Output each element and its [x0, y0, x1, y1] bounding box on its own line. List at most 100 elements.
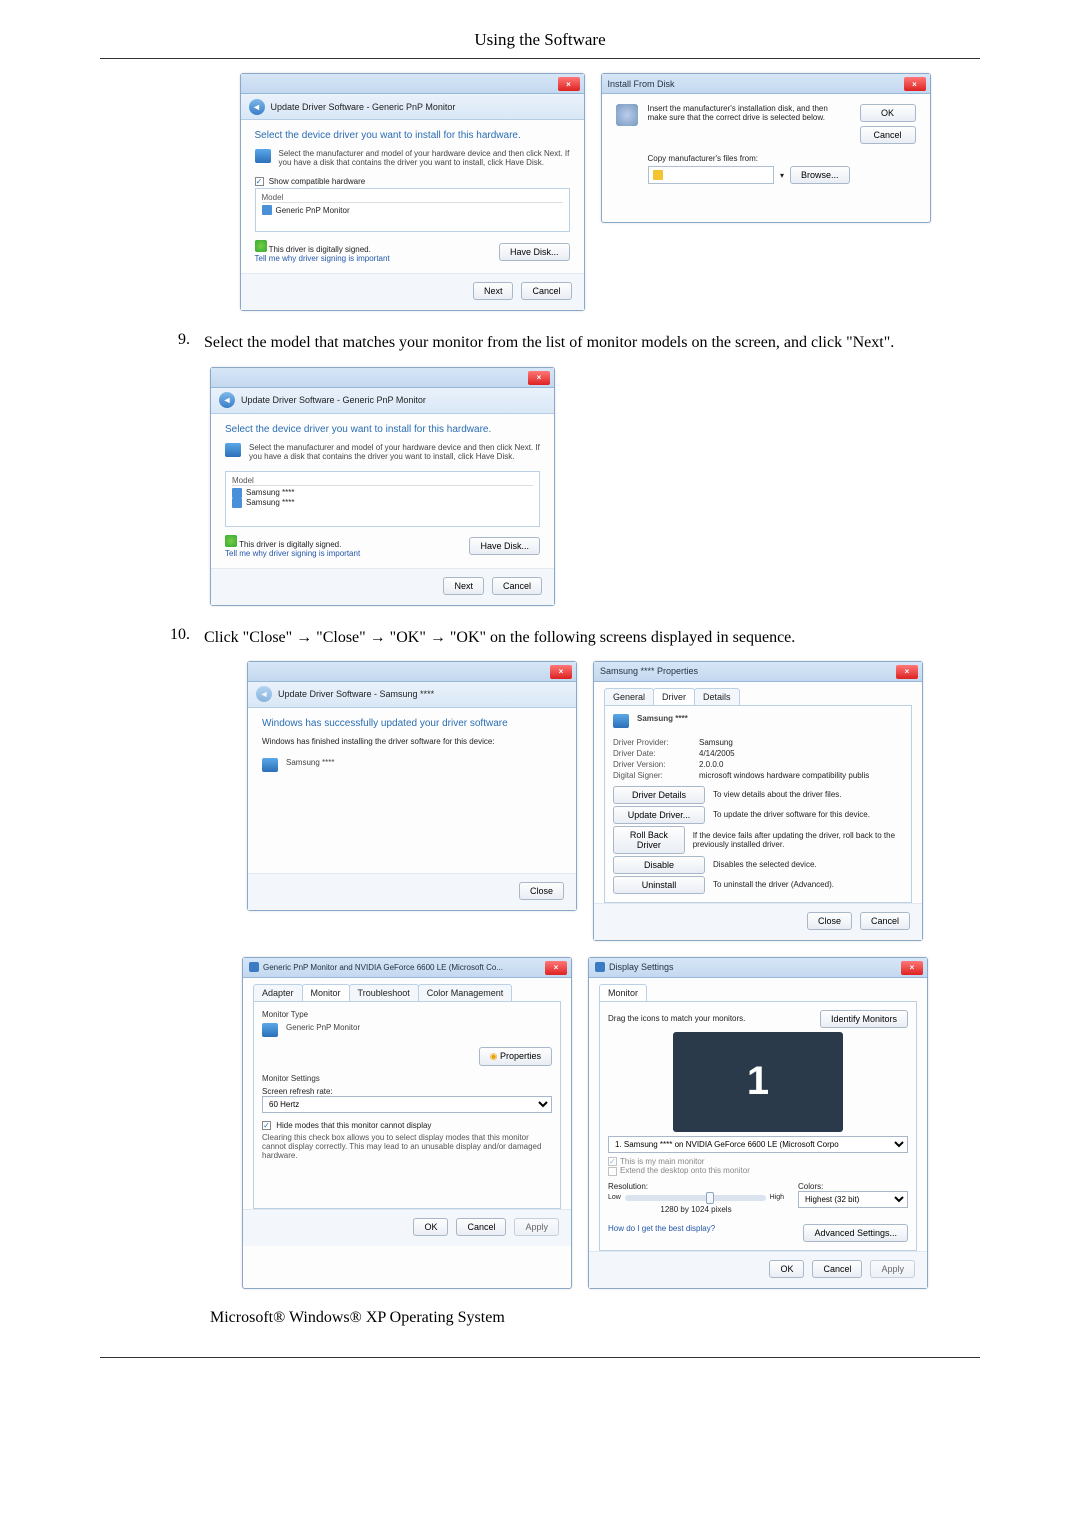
close-button[interactable]: Close [807, 912, 852, 930]
browse-button[interactable]: Browse... [790, 166, 850, 184]
wizard2-titlebar [211, 368, 554, 388]
ok-button[interactable]: OK [413, 1218, 448, 1236]
drag-icons-text: Drag the icons to match your monitors. [608, 1014, 745, 1023]
disable-button[interactable]: Disable [613, 856, 705, 874]
step-9: 9. Select the model that matches your mo… [160, 331, 980, 354]
advanced-settings-button[interactable]: Advanced Settings... [803, 1224, 908, 1242]
tab-monitor[interactable]: Monitor [302, 984, 350, 1001]
have-disk-button[interactable]: Have Disk... [469, 537, 540, 555]
apply-button: Apply [514, 1218, 559, 1236]
best-display-link[interactable]: How do I get the best display? [608, 1224, 715, 1242]
close-icon[interactable]: × [896, 665, 918, 679]
roll-back-driver-button[interactable]: Roll Back Driver [613, 826, 685, 854]
adapter-monitor-properties: Generic PnP Monitor and NVIDIA GeForce 6… [242, 957, 572, 1289]
tab-general[interactable]: General [604, 688, 654, 705]
close-icon[interactable]: × [904, 77, 926, 91]
resolution-slider[interactable] [625, 1195, 766, 1201]
monitor-type-value: Generic PnP Monitor [286, 1023, 360, 1037]
update-driver-button[interactable]: Update Driver... [613, 806, 705, 824]
back-icon[interactable]: ◄ [219, 392, 235, 408]
signed-text: This driver is digitally signed. [269, 245, 371, 254]
wizard1-heading: Select the device driver you want to ins… [255, 130, 570, 141]
install-from-disk-dialog: Install From Disk × Insert the manufactu… [601, 73, 931, 223]
step-9-text: Select the model that matches your monit… [204, 331, 980, 354]
tab-troubleshoot[interactable]: Troubleshoot [349, 984, 419, 1001]
tab-color-management[interactable]: Color Management [418, 984, 513, 1001]
monprops-titlebar: Generic PnP Monitor and NVIDIA GeForce 6… [243, 958, 571, 978]
copy-from-input[interactable] [648, 166, 774, 184]
figure-row-2: × ◄ Update Driver Software - Generic PnP… [210, 367, 980, 606]
hide-modes-row[interactable]: Hide modes that this monitor cannot disp… [262, 1121, 552, 1130]
btn-desc: To update the driver software for this d… [713, 810, 870, 819]
kv-v: 4/14/2005 [699, 749, 735, 758]
props-titlebar: Samsung **** Properties [594, 662, 922, 682]
identify-monitors-button[interactable]: Identify Monitors [820, 1010, 908, 1028]
btn-desc: If the device fails after updating the d… [693, 831, 903, 849]
close-icon[interactable]: × [901, 961, 923, 975]
cancel-button[interactable]: Cancel [860, 912, 910, 930]
cancel-button[interactable]: Cancel [521, 282, 571, 300]
checkbox-icon[interactable] [262, 1121, 271, 1130]
close-icon[interactable]: × [550, 665, 572, 679]
done-nav: ◄ Update Driver Software - Samsung **** [248, 682, 576, 708]
next-button[interactable]: Next [443, 577, 484, 595]
monitor-driver-properties: Samsung **** Properties × General Driver… [593, 661, 923, 941]
ok-button[interactable]: OK [860, 104, 916, 122]
update-done-window: × ◄ Update Driver Software - Samsung ***… [247, 661, 577, 911]
close-icon[interactable]: × [558, 77, 580, 91]
monitor-icon [613, 714, 629, 728]
driver-details-button[interactable]: Driver Details [613, 786, 705, 804]
colors-select[interactable]: Highest (32 bit) [798, 1191, 908, 1208]
monitor-type-label: Monitor Type [262, 1010, 552, 1019]
props-tabs: General Driver Details [604, 688, 912, 706]
cancel-button[interactable]: Cancel [492, 577, 542, 595]
tab-driver[interactable]: Driver [653, 688, 695, 705]
chevron-down-icon[interactable]: ▾ [780, 171, 784, 180]
why-signing-link[interactable]: Tell me why driver signing is important [255, 254, 390, 263]
monprops-title: Generic PnP Monitor and NVIDIA GeForce 6… [263, 963, 503, 972]
wizard1-footer: Next Cancel [241, 273, 584, 310]
kv-k: Digital Signer: [613, 771, 699, 780]
tab-details[interactable]: Details [694, 688, 740, 705]
hide-modes-desc: Clearing this check box allows you to se… [262, 1133, 552, 1160]
wizard2-model-list[interactable]: Model Samsung **** Samsung **** [225, 471, 540, 527]
back-icon[interactable]: ◄ [249, 99, 265, 115]
compat-checkbox-row[interactable]: Show compatible hardware [255, 177, 570, 186]
tab-adapter[interactable]: Adapter [253, 984, 303, 1001]
signed-text: This driver is digitally signed. [239, 540, 341, 549]
cancel-button[interactable]: Cancel [812, 1260, 862, 1278]
cancel-button[interactable]: Cancel [456, 1218, 506, 1236]
cancel-button[interactable]: Cancel [860, 126, 916, 144]
model-item-label: Samsung **** [246, 498, 294, 507]
have-disk-button[interactable]: Have Disk... [499, 243, 570, 261]
close-button[interactable]: Close [519, 882, 564, 900]
model-item[interactable]: Samsung **** [232, 488, 533, 498]
kv-k: Driver Version: [613, 760, 699, 769]
checkbox-icon[interactable] [255, 177, 264, 186]
refresh-rate-select[interactable]: 60 Hertz [262, 1096, 552, 1113]
close-icon[interactable]: × [528, 371, 550, 385]
monitor-select[interactable]: 1. Samsung **** on NVIDIA GeForce 6600 L… [608, 1136, 908, 1153]
properties-button[interactable]: ◉ Properties [479, 1047, 552, 1066]
model-item-label: Generic PnP Monitor [276, 206, 350, 215]
tab-monitor[interactable]: Monitor [599, 984, 647, 1001]
monitor-preview[interactable]: 1 [673, 1032, 843, 1132]
wizard1-model-list[interactable]: Model Generic PnP Monitor [255, 188, 570, 232]
disp-footer: OK Cancel Apply [589, 1251, 927, 1288]
model-item[interactable]: Generic PnP Monitor [262, 205, 563, 215]
why-signing-link[interactable]: Tell me why driver signing is important [225, 549, 360, 558]
monitor-icon [255, 149, 271, 163]
disk-icon [616, 104, 638, 126]
done-titlebar [248, 662, 576, 682]
wizard2-heading: Select the device driver you want to ins… [225, 424, 540, 435]
uninstall-button[interactable]: Uninstall [613, 876, 705, 894]
wizard-select-driver-2: × ◄ Update Driver Software - Generic PnP… [210, 367, 555, 606]
wizard2-nav-text: Update Driver Software - Generic PnP Mon… [241, 395, 426, 405]
close-icon[interactable]: × [545, 961, 567, 975]
done-sub: Windows has finished installing the driv… [262, 737, 562, 746]
model-item[interactable]: Samsung **** [232, 498, 533, 508]
next-button[interactable]: Next [473, 282, 514, 300]
done-footer: Close [248, 873, 576, 910]
compat-label: Show compatible hardware [269, 177, 366, 186]
ok-button[interactable]: OK [769, 1260, 804, 1278]
